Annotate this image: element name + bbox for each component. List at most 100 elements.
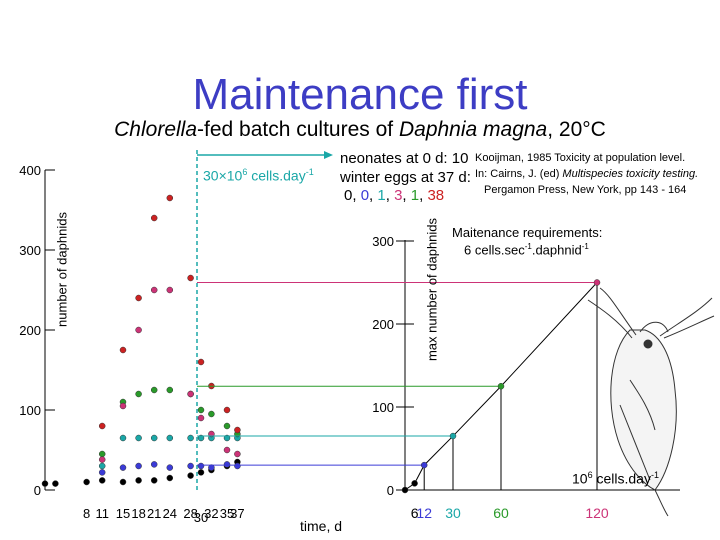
left-x-tick-label: 35: [220, 506, 234, 521]
left-data-point: [234, 426, 241, 434]
left-xlabel: time, d: [300, 518, 343, 534]
left-data-point: [135, 434, 142, 442]
reference-line-3: Pergamon Press, New York, pp 143 - 164: [484, 184, 687, 196]
right-y-tick-label: 100: [372, 400, 394, 415]
left-data-point: [150, 214, 158, 222]
left-data-point: [150, 477, 158, 484]
left-data-point: [119, 434, 127, 442]
right-y-tick-label: 200: [372, 317, 394, 332]
left-data-point: [187, 274, 194, 282]
right-y-ticks: 0 100 200 300: [372, 234, 414, 498]
left-data-point: [98, 456, 106, 463]
right-data-point: [497, 383, 505, 390]
left-x-tick-label: 28: [183, 506, 197, 521]
right-ylabel: max number of daphnids: [424, 217, 440, 362]
subtitle-species-chlorella: Chlorella: [114, 118, 198, 141]
left-y-tick-label: 200: [19, 323, 41, 338]
right-xlabel-unit: cells.day: [592, 470, 651, 487]
slide-title: Maintenance first: [192, 70, 528, 119]
reference-line-2-pre: In: Cairns, J. (ed): [475, 168, 563, 180]
reference-line-2-italic: Multispecies toxicity testing.: [562, 168, 699, 180]
left-data-point: [197, 358, 205, 366]
right-data-point: [411, 480, 418, 487]
winter-eggs-values: 0, 0, 1, 3, 1, 38: [344, 187, 444, 204]
neonates-text: neonates at 0 d: 10: [340, 150, 469, 167]
left-data-point: [223, 422, 231, 430]
left-x-tick-label: 15: [116, 506, 130, 521]
right-x-tick-label: 12: [416, 505, 432, 521]
left-data-point: [98, 462, 106, 470]
left-x-tick-label: 18: [131, 506, 145, 521]
maintenance-value: 6 cells.sec-1.daphnid-1: [464, 242, 589, 257]
winter-eggs-value: 0: [360, 187, 370, 204]
right-data-point: [593, 279, 601, 286]
reference-line-1: Kooijman, 1985 Toxicity at population le…: [475, 152, 686, 164]
feeding-unit: cells.day: [247, 167, 306, 184]
maintenance-title: Maitenance requirements:: [452, 225, 603, 240]
left-data-point: [234, 462, 241, 470]
left-data-point: [135, 462, 142, 470]
left-data-point: [197, 414, 205, 422]
left-data-point: [150, 386, 158, 394]
left-data-point: [83, 478, 90, 486]
left-data-point: [119, 346, 127, 354]
left-data-point: [223, 446, 231, 454]
left-y-tick-label: 0: [34, 483, 41, 498]
winter-eggs-text: winter eggs at 37 d:: [340, 169, 471, 186]
left-y-tick-label: 300: [19, 243, 41, 258]
left-data-point: [187, 390, 194, 398]
left-data-point: [119, 464, 127, 471]
daphnia-drawing: [587, 287, 715, 517]
right-x-tick-label: 120: [585, 505, 609, 521]
right-data-point: [449, 432, 457, 440]
left-data-point: [234, 450, 241, 458]
feeding-unit-exp: -1: [305, 167, 314, 177]
left-data-point: [135, 294, 142, 302]
winter-eggs-value: 1: [410, 187, 420, 204]
maintenance-mid: .daphnid: [531, 242, 582, 258]
left-y-tick-label: 400: [19, 163, 41, 178]
left-data-point: [208, 430, 215, 438]
right-xlabel-unit-exp: -1: [650, 470, 659, 480]
left-data-point: [223, 406, 231, 414]
subtitle-mid: -fed batch cultures of: [197, 118, 399, 141]
left-data-point: [187, 472, 194, 479]
winter-eggs-value: 0: [344, 187, 353, 204]
reference-line-2: In: Cairns, J. (ed) Multispecies toxicit…: [475, 168, 698, 180]
left-data-point: [135, 390, 142, 398]
left-data-point: [166, 194, 174, 202]
winter-eggs-separator: ,: [402, 187, 411, 204]
left-x-tick-label: 32: [204, 506, 218, 521]
right-x-tick-label: 60: [493, 505, 509, 521]
left-data-point: [98, 477, 106, 484]
left-x-tick-label: 21: [147, 506, 161, 521]
winter-eggs-separator: ,: [385, 187, 395, 204]
left-x-tick-label: 30: [194, 510, 208, 525]
left-data-point: [52, 480, 59, 487]
right-x-tick-label: 30: [445, 505, 461, 521]
right-guide-lines: [197, 282, 598, 490]
right-data-point: [420, 461, 428, 469]
feeding-base: 30×10: [203, 167, 243, 184]
right-x-tick-label: 6: [411, 505, 419, 521]
left-data-point: [197, 406, 205, 414]
winter-eggs-value: 3: [394, 187, 403, 204]
feeding-arrow-head: [324, 151, 333, 159]
left-data-point: [187, 434, 194, 442]
left-x-tick-label: 37: [230, 506, 244, 521]
right-xlabel: 106 cells.day-1: [572, 470, 659, 487]
maintenance-exp-1: -1: [524, 242, 532, 251]
subtitle-end: , 20°C: [547, 118, 606, 141]
left-data-point: [135, 477, 142, 484]
left-data-point: [98, 469, 106, 476]
right-xlabel-base: 10: [572, 470, 588, 487]
left-data-point: [119, 402, 127, 410]
left-data-point: [208, 410, 215, 418]
winter-eggs-separator: ,: [352, 187, 361, 204]
winter-eggs-value: 38: [427, 187, 445, 204]
left-data-point: [135, 326, 142, 334]
slide-subtitle: Chlorella-fed batch cultures of Daphnia …: [0, 118, 720, 142]
left-data-point: [98, 450, 106, 458]
